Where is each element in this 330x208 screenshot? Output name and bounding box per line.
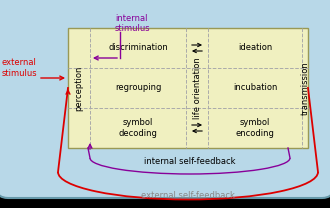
FancyBboxPatch shape [68,28,308,148]
FancyBboxPatch shape [0,0,330,198]
Text: discrimination: discrimination [108,43,168,52]
Text: internal
stimulus: internal stimulus [115,14,150,33]
Text: life orientation: life orientation [192,57,202,119]
Text: internal self-feedback: internal self-feedback [144,157,236,166]
Text: regrouping: regrouping [115,83,161,93]
Text: external self-feedback: external self-feedback [141,192,235,201]
Text: symbol
encoding: symbol encoding [236,118,275,138]
Text: ideation: ideation [238,43,272,52]
Text: perception: perception [75,65,83,111]
Text: external
stimulus: external stimulus [2,58,38,78]
Text: incubation: incubation [233,83,277,93]
Text: transmission: transmission [301,61,310,115]
Text: symbol
decoding: symbol decoding [118,118,157,138]
